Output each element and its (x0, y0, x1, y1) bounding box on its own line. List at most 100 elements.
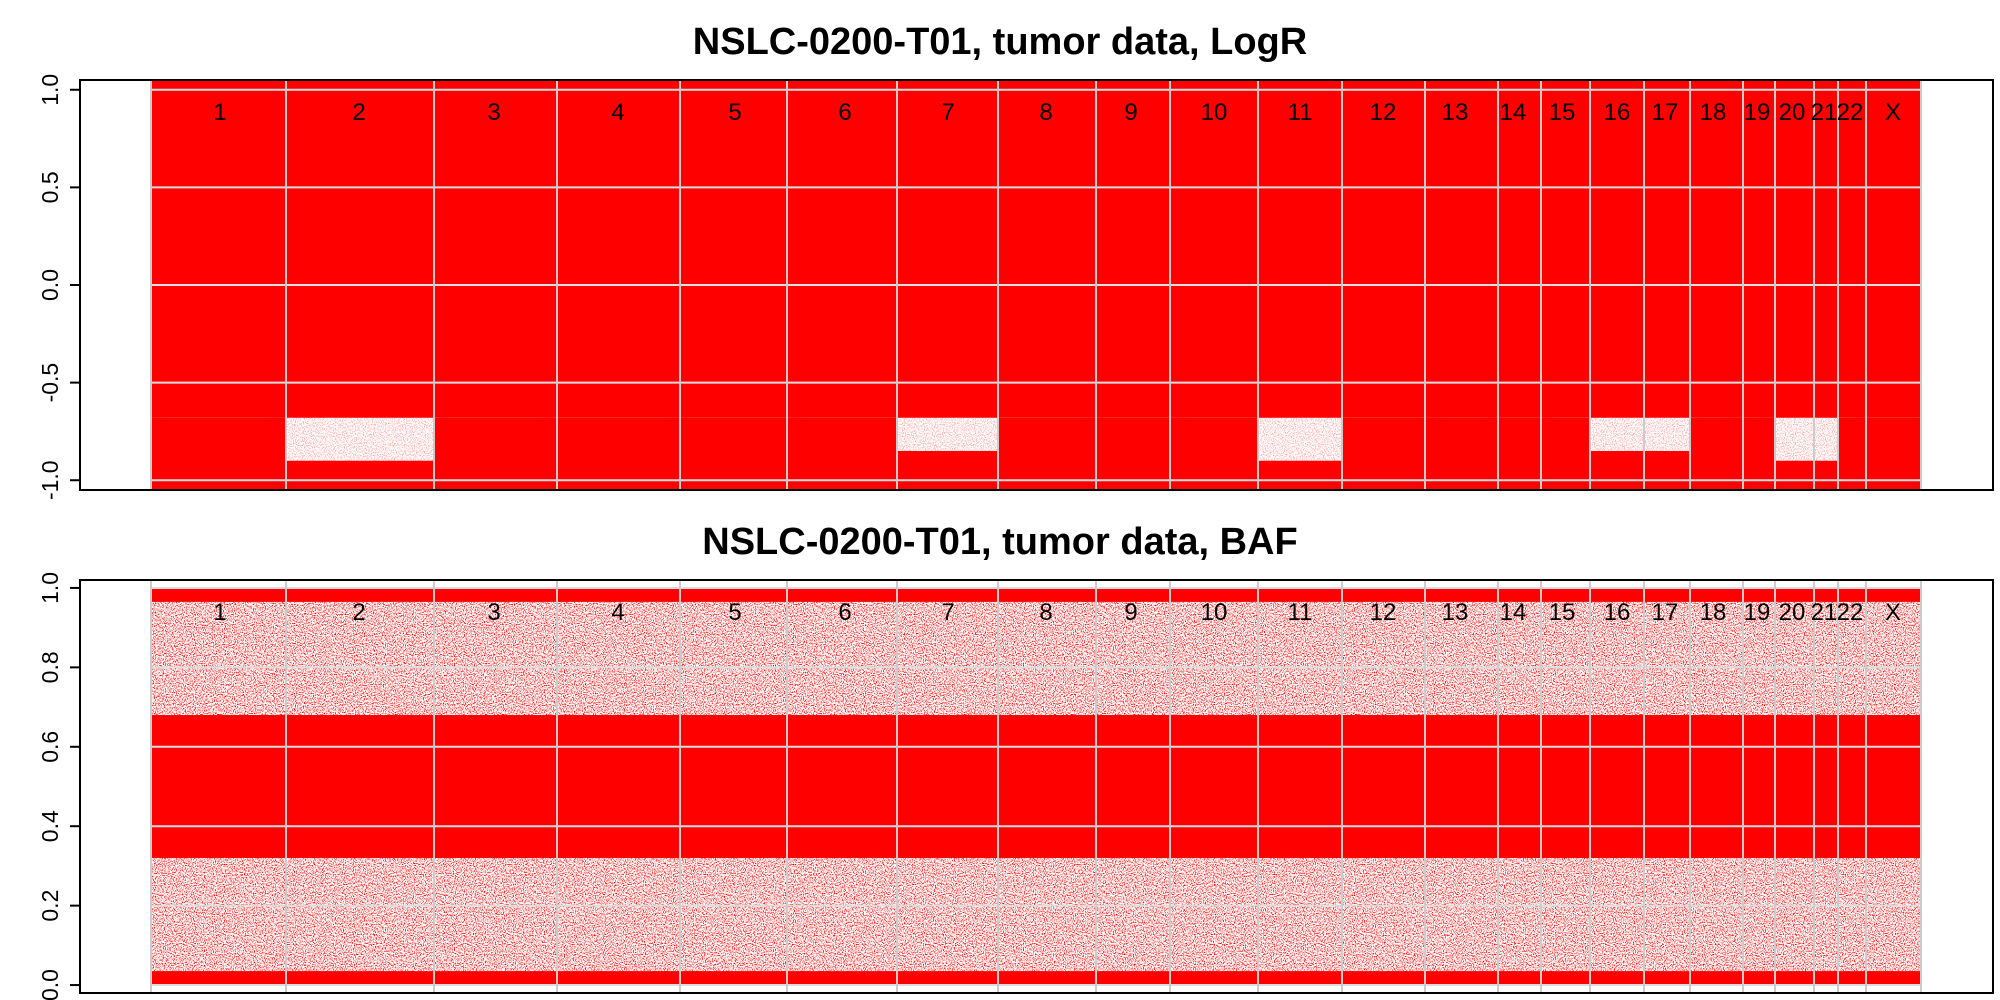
chromosome-label: 15 (1549, 599, 1576, 626)
logr-chr-12-low-points (1342, 417, 1425, 490)
chromosome-label: 3 (487, 99, 500, 126)
chromosome-label: 5 (728, 99, 741, 126)
chromosome-label: 8 (1039, 599, 1052, 626)
logr-chr-2-low-points (286, 460, 434, 490)
logr-chr-11-points (1258, 80, 1342, 418)
logr-chr-16-low-points (1590, 450, 1644, 490)
logr-chr-X-points (1866, 80, 1921, 418)
logr-chr-19-low-points (1743, 417, 1775, 490)
chromosome-label: 4 (611, 599, 624, 626)
chromosome-label: X (1885, 99, 1901, 126)
chromosome-label: 20 (1779, 599, 1806, 626)
baf-chr-9-het-band (1096, 715, 1170, 858)
baf-chr-13-het-band (1425, 715, 1498, 858)
chromosome-label: 16 (1604, 599, 1631, 626)
logr-chr-8-low-points (998, 417, 1096, 490)
chromosome-label: 16 (1604, 99, 1631, 126)
chromosome-label: 11 (1288, 99, 1313, 126)
logr-chr-14-points (1498, 80, 1541, 418)
logr-chr-20-sparse-points (1775, 417, 1814, 461)
logr-chr-10-points (1170, 80, 1258, 418)
chromosome-label: 6 (838, 99, 851, 126)
logr-chr-16-sparse-points (1590, 417, 1644, 451)
chromosome-label: 3 (487, 599, 500, 626)
logr-chr-4-low-points (557, 417, 680, 490)
baf-frame (79, 579, 1994, 994)
chromosome-label: 1 (213, 99, 226, 126)
logr-chr-5-points (680, 80, 787, 418)
y-tick-label: 0.8 (37, 651, 63, 683)
logr-chr-14-low-points (1498, 417, 1541, 490)
chromosome-label: 22 (1837, 99, 1864, 126)
chromosome-label: 19 (1744, 599, 1771, 626)
y-tick-label: -0.5 (37, 363, 63, 403)
baf-chr-12-het-band (1342, 715, 1425, 858)
chromosome-label: 15 (1549, 99, 1576, 126)
baf-chr-10-het-band (1170, 715, 1258, 858)
logr-chr-6-points (787, 80, 897, 418)
logr-chr-11-sparse-points (1258, 417, 1342, 461)
logr-chr-3-low-points (434, 417, 557, 490)
chromosome-label: 10 (1201, 99, 1228, 126)
y-tick-label: -1.0 (37, 460, 63, 500)
y-tick-label: 0.4 (37, 810, 63, 842)
y-tick-label: 0.6 (37, 731, 63, 763)
logr-chr-X-low-points (1866, 417, 1921, 490)
logr-chr-17-sparse-points (1644, 417, 1690, 451)
logr-chr-10-low-points (1170, 417, 1258, 490)
logr-chr-13-low-points (1425, 417, 1498, 490)
chromosome-label: 1 (213, 599, 226, 626)
logr-chr-21-sparse-points (1814, 417, 1838, 461)
chromosome-label: 7 (941, 99, 954, 126)
baf-plot-area (150, 580, 1922, 993)
baf-chr-19-het-band (1743, 715, 1775, 858)
logr-chr-3-points (434, 80, 557, 418)
logr-chr-21-low-points (1814, 460, 1838, 490)
y-tick-label: 0.5 (37, 171, 63, 203)
chromosome-label: 2 (352, 599, 365, 626)
logr-chr-15-points (1541, 80, 1590, 418)
y-tick-label: 1.0 (37, 74, 63, 106)
chromosome-label: 5 (728, 599, 741, 626)
chromosome-label: 14 (1500, 599, 1527, 626)
chromosome-label: 18 (1700, 599, 1727, 626)
logr-chr-22-points (1838, 80, 1866, 418)
logr-chr-15-low-points (1541, 417, 1590, 490)
logr-chr-1-low-points (151, 417, 286, 490)
baf-chr-3-het-band (434, 715, 557, 858)
logr-title: NSLC-0200-T01, tumor data, LogR (693, 21, 1307, 63)
logr-chr-19-points (1743, 80, 1775, 418)
chromosome-label: 7 (941, 599, 954, 626)
logr-chr-5-low-points (680, 417, 787, 490)
baf-chr-7-het-band (897, 715, 998, 858)
chromosome-label: 12 (1370, 99, 1397, 126)
baf-y-axis: 0.0 0.2 0.4 0.6 0.8 1.0 (37, 572, 80, 1000)
chromosome-label: 4 (611, 99, 624, 126)
logr-chr-9-low-points (1096, 417, 1170, 490)
logr-panel: NSLC-0200-T01, tumor data, LogR -1.0 -0.5… (37, 21, 1994, 500)
logr-chr-2-sparse-points (286, 417, 434, 461)
chromosome-label: 21 (1811, 599, 1838, 626)
baf-panel: NSLC-0200-T01, tumor data, BAF 0.0 0.2 0.4… (37, 521, 1994, 1000)
chromosome-label: 17 (1652, 599, 1679, 626)
logr-chr-20-points (1775, 80, 1814, 418)
chromosome-label: 6 (838, 599, 851, 626)
chromosome-label: 20 (1779, 99, 1806, 126)
chromosome-label: 21 (1811, 99, 1838, 126)
logr-chromosome-labels: 1 2 3 4 5 6 7 8 9 10 11 12 13 14 15 16 17 18 19 20 21 22 X (213, 99, 1901, 126)
logr-plot-area (150, 80, 1922, 490)
baf-chr-5-het-band (680, 715, 787, 858)
logr-chr-13-points (1425, 80, 1498, 418)
baf-chr-20-het-band (1775, 715, 1814, 858)
baf-chr-21-het-band (1814, 715, 1838, 858)
logr-chr-17-points (1644, 80, 1690, 418)
logr-chr-12-points (1342, 80, 1425, 418)
baf-title: NSLC-0200-T01, tumor data, BAF (702, 521, 1297, 563)
baf-chr-X-het-band (1866, 715, 1921, 858)
logr-y-axis: -1.0 -0.5 0.0 0.5 1.0 (37, 74, 80, 500)
baf-chr-16-het-band (1590, 715, 1644, 858)
baf-chromosome-labels: 1 2 3 4 5 6 7 8 9 10 11 12 13 14 15 16 17 18 19 20 21 22 X (213, 599, 1901, 626)
baf-chr-8-het-band (998, 715, 1096, 858)
baf-chr-17-het-band (1644, 715, 1690, 858)
logr-chr-7-low-points (897, 450, 998, 490)
